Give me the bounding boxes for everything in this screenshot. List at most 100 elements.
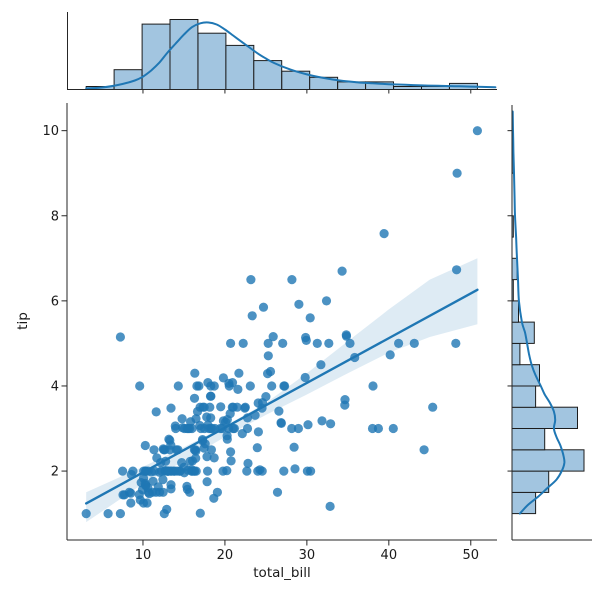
scatter-point	[452, 265, 462, 275]
total-bill-kde-line	[85, 21, 497, 90]
scatter-point	[385, 350, 395, 360]
scatter-point	[218, 466, 228, 476]
scatter-point	[279, 466, 289, 476]
scatter-point	[175, 466, 185, 476]
scatter-point	[337, 266, 347, 276]
scatter-point	[177, 458, 187, 468]
y-tick-label: 2	[51, 465, 59, 480]
scatter-point	[139, 466, 149, 476]
scatter-point	[428, 402, 438, 412]
scatter-point	[224, 381, 234, 391]
scatter-point	[341, 331, 352, 341]
scatter-point	[303, 420, 313, 430]
scatter-point	[192, 381, 202, 391]
scatter-point	[183, 465, 193, 475]
scatter-point	[226, 456, 236, 466]
scatter-point	[203, 466, 213, 476]
scatter-point	[252, 443, 262, 453]
total-bill-hist-bar	[141, 23, 171, 91]
scatter-point	[216, 402, 226, 412]
scatter-point	[115, 332, 125, 342]
scatter-point	[185, 487, 195, 497]
scatter-point	[253, 427, 263, 437]
scatter-point	[224, 423, 234, 434]
scatter-point	[156, 458, 166, 468]
scatter-point	[118, 466, 128, 476]
scatter-point	[312, 338, 322, 348]
scatter-point	[257, 403, 267, 413]
scatter-point	[138, 498, 149, 508]
scatter-point	[206, 413, 216, 423]
scatter-point	[321, 296, 332, 306]
scatter-point	[250, 410, 260, 420]
scatter-point	[165, 435, 175, 445]
scatter-point	[301, 332, 311, 343]
scatter-point	[135, 381, 145, 391]
scatter-point	[472, 126, 482, 136]
scatter-point	[227, 402, 237, 412]
x-tick-label: 30	[299, 548, 316, 563]
scatter-point	[119, 490, 129, 500]
y-tick-label: 10	[42, 124, 59, 139]
scatter-point	[253, 466, 263, 476]
scatter-point	[205, 391, 216, 401]
scatter-point	[272, 487, 283, 497]
scatter-point	[317, 416, 327, 426]
scatter-point	[237, 429, 247, 439]
scatter-point	[247, 311, 257, 321]
scatter-point	[81, 508, 91, 519]
scatter-point	[293, 423, 303, 434]
total-bill-hist-bar	[169, 19, 199, 90]
scatter-point	[234, 368, 244, 378]
ci-band-area	[86, 258, 478, 523]
scatter-point	[183, 423, 193, 434]
tip-hist-bar	[511, 428, 546, 451]
scatter-point	[189, 445, 199, 455]
tip-kde-curve	[511, 110, 566, 515]
x-tick-label: 50	[463, 548, 480, 563]
scatter-point	[268, 332, 278, 342]
scatter-point	[144, 489, 154, 499]
scatter-point	[280, 381, 290, 391]
scatter-point	[287, 423, 297, 434]
scatter-point	[210, 423, 220, 434]
scatter-point	[294, 299, 304, 309]
y-axis-label: tip	[15, 312, 31, 330]
scatter-point	[209, 453, 219, 463]
scatter-point	[171, 423, 181, 434]
scatter-point	[115, 508, 125, 519]
tip-hist-bar	[511, 449, 585, 472]
scatter-point	[345, 338, 355, 348]
scatter-point	[290, 464, 300, 474]
scatter-point	[451, 338, 461, 348]
scatter-point	[205, 402, 215, 412]
scatter-point	[326, 419, 336, 429]
y-tick-label: 4	[51, 379, 59, 394]
x-axis-label: total_bill	[253, 565, 310, 581]
scatter-point	[191, 414, 201, 424]
scatter-point	[263, 351, 273, 361]
scatter-point	[197, 435, 208, 445]
scatter-point	[206, 445, 216, 455]
scatter-point	[246, 275, 256, 285]
scatter-point	[209, 381, 219, 391]
tip-hist-bar	[511, 300, 519, 323]
scatter-point	[419, 445, 429, 455]
scatter-point	[242, 466, 252, 476]
scatter-point	[261, 392, 271, 402]
total-bill-hist-bar	[197, 32, 227, 90]
scatter-point	[242, 413, 253, 423]
scatter-point	[350, 352, 360, 363]
scatter-point	[373, 423, 383, 434]
tip-hist-bar	[511, 406, 578, 430]
scatter-point	[163, 466, 173, 476]
scatter-point	[151, 407, 161, 417]
scatter-point	[305, 313, 315, 323]
scatter-point	[324, 338, 334, 348]
scatter-point	[177, 414, 187, 424]
scatter-point	[209, 493, 219, 503]
scatter-point	[267, 381, 277, 391]
scatter-point	[388, 423, 398, 434]
scatter-point	[199, 423, 210, 434]
scatter-point	[173, 381, 183, 391]
